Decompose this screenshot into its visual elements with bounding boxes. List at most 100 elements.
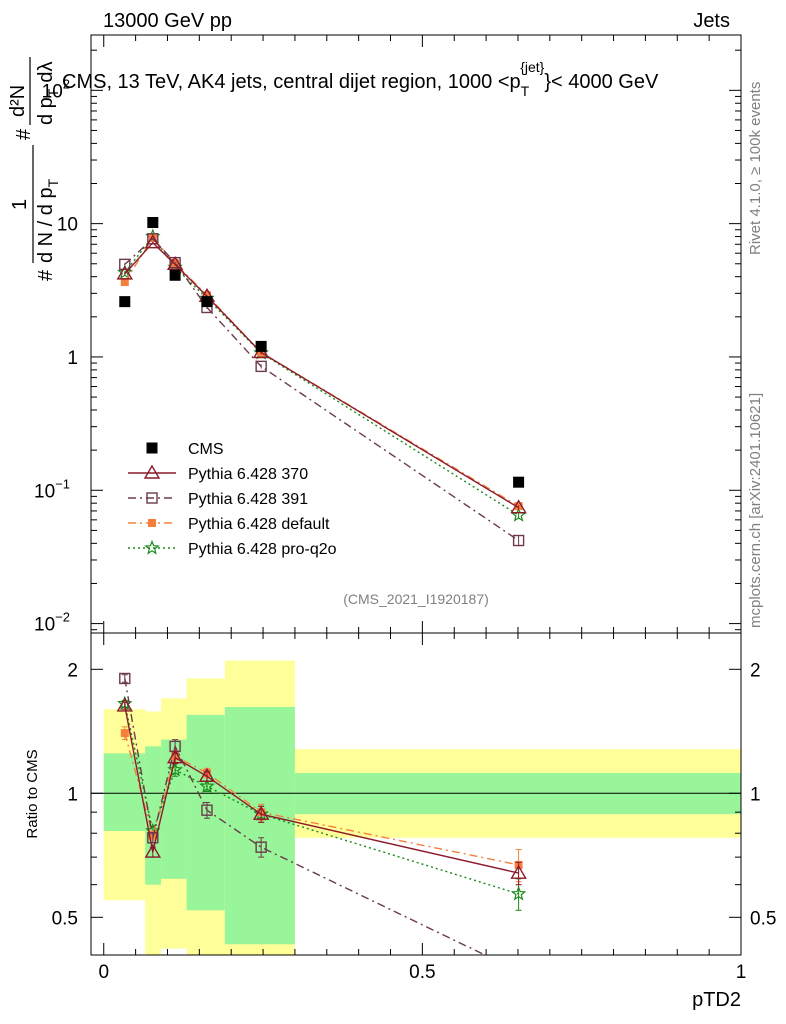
data-marker-square	[148, 519, 156, 527]
ratio-y-tick-label-left: 2	[67, 660, 78, 681]
legend-label: Pythia 6.428 pro-q2o	[188, 541, 337, 558]
ratio-line	[124, 705, 519, 874]
y-tick-base: 10	[57, 215, 78, 236]
data-marker-square	[201, 296, 213, 308]
legend-label: Pythia 6.428 370	[188, 466, 308, 483]
data-marker-square	[255, 340, 267, 352]
series-line	[124, 235, 519, 516]
legend-label: Pythia 6.428 391	[188, 491, 308, 508]
y-tick-base: 10	[34, 481, 55, 502]
data-marker-square-open	[147, 233, 159, 245]
data-marker-star	[117, 264, 133, 280]
main-title-text: CMS, 13 TeV, AK4 jets, central dijet reg…	[62, 71, 521, 93]
data-marker-square-open	[512, 534, 525, 547]
data-marker-square-open	[146, 492, 158, 504]
ylabel-d2n: d²N	[7, 85, 29, 117]
data-marker-triangle	[198, 767, 216, 782]
ylabel-dpt-text: d p	[35, 97, 57, 125]
main-title-sup: {jet}	[520, 59, 544, 75]
mcplots-label: mcplots.cern.ch [arXiv:2401.10621]	[747, 393, 764, 628]
ratio-y-tick-label-left: 1	[67, 784, 78, 805]
main-title-sub: T	[521, 83, 530, 99]
ylabel-dlambda: dλ	[35, 62, 57, 83]
data-marker-square	[169, 269, 181, 281]
data-marker-triangle	[510, 499, 527, 514]
data-marker-square-open	[119, 672, 131, 685]
ratio-y-tick-label-right: 2	[750, 660, 761, 681]
ratio-frame	[90, 632, 742, 956]
legend-item: Pythia 6.428 default	[128, 516, 330, 533]
data-marker-triangle	[144, 843, 162, 858]
ylabel-hash1: #	[35, 269, 57, 281]
data-marker-square	[120, 277, 129, 286]
data-marker-square	[119, 296, 131, 308]
data-marker-star	[167, 761, 183, 777]
data-marker-star	[144, 539, 160, 555]
legend: CMS Pythia 6.428 370 Pythia 6.428 391 Pythi…	[128, 441, 337, 558]
y-tick-exp: 2	[63, 76, 70, 91]
x-axis-label: pTD2	[692, 989, 741, 1011]
ratio-y-tick-label-left: 0.5	[52, 908, 78, 929]
data-marker-triangle	[510, 864, 527, 879]
band-green	[224, 707, 295, 945]
data-marker-triangle	[116, 265, 133, 280]
data-marker-triangle	[116, 697, 133, 712]
legend-item: Pythia 6.428 370	[128, 464, 308, 483]
ylabel-dpt: d pTdλ	[35, 62, 61, 126]
legend-item: Pythia 6.428 pro-q2o	[128, 539, 337, 558]
y-tick-label: 102	[42, 76, 70, 102]
y-tick-base: 10	[34, 615, 55, 636]
y-tick-exp: −1	[55, 476, 70, 491]
ratio-ylabel: Ratio to CMS	[24, 749, 41, 838]
ylabel-den-text: d N / d p	[35, 187, 57, 263]
header-left: 13000 GeV pp	[103, 10, 232, 32]
data-marker-triangle	[143, 464, 161, 479]
ratio-series-pythia-6-428-370	[116, 697, 527, 886]
ratio-series	[116, 672, 527, 955]
data-marker-square-open	[255, 841, 267, 853]
data-marker-square	[147, 216, 159, 228]
x-tick-label: 0	[98, 962, 109, 983]
data-marker-star	[199, 778, 215, 793]
data-marker-square	[120, 729, 129, 738]
data-marker-triangle	[252, 805, 270, 820]
y-tick-label: 10−2	[34, 610, 70, 636]
rivet-label: Rivet 4.1.0, ≥ 100k events	[747, 82, 764, 255]
watermark: (CMS_2021_I1920187)	[343, 591, 489, 607]
data-marker-triangle	[166, 255, 184, 271]
legend-item: Pythia 6.428 391	[128, 491, 308, 508]
main-series	[116, 216, 527, 547]
data-marker-square	[513, 476, 525, 488]
main-title: CMS, 13 TeV, AK4 jets, central dijet reg…	[62, 59, 659, 99]
ratio-ticks: 0.5 0.5 1 1 2 2 0 0.5 1	[52, 633, 776, 983]
legend-label: CMS	[188, 441, 224, 458]
ratio-y-tick-label-right: 0.5	[750, 908, 776, 929]
main-title-tail: }< 4000 GeV	[544, 71, 659, 93]
main-ylabel: # 1 d N / d pT # d²N d pTdλ	[7, 57, 61, 281]
y-tick-base: 10	[42, 81, 63, 102]
ratio-line	[124, 678, 487, 955]
ylabel-fraction-den: d N / d pT	[35, 178, 61, 263]
ratio-y-tick-label-right: 1	[750, 784, 761, 805]
y-tick-label: 1	[67, 348, 78, 369]
y-tick-label: 10−1	[34, 476, 70, 502]
data-marker-square-open	[201, 804, 213, 816]
data-marker-square	[146, 442, 158, 454]
data-marker-square-open	[255, 360, 267, 373]
data-marker-triangle	[166, 749, 184, 764]
ylabel-dpt-sub: T	[45, 88, 61, 97]
data-marker-square-open	[119, 258, 131, 271]
ylabel-fraction-one: 1	[9, 199, 31, 210]
legend-item: CMS	[146, 441, 224, 458]
header-right: Jets	[693, 10, 730, 32]
y-tick-label: 10	[57, 215, 78, 236]
ylabel-hash2: #	[13, 128, 35, 140]
ylabel-den-sub: T	[45, 178, 61, 187]
data-marker-square-open	[147, 832, 159, 844]
band-green	[186, 714, 225, 911]
data-marker-star	[510, 885, 527, 901]
ratio-panel: 0.5 0.5 1 1 2 2 0 0.5 1	[52, 632, 776, 983]
